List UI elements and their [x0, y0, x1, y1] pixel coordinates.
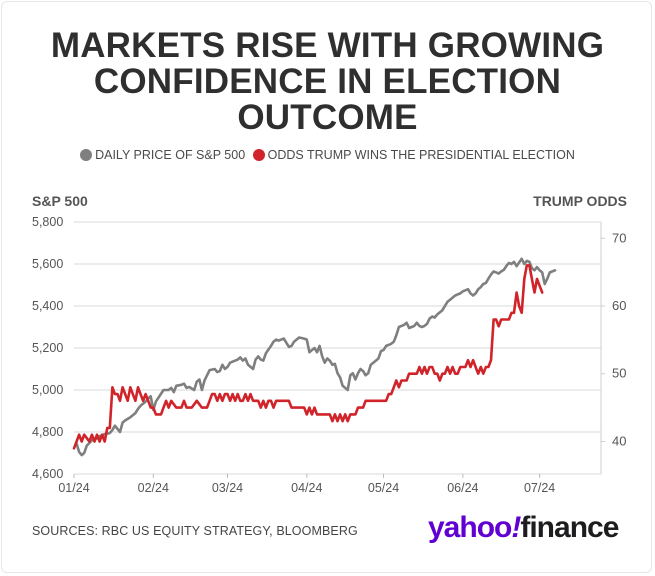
x-tick-label: 01/24 [58, 481, 89, 495]
sp500-series-line [75, 257, 557, 457]
legend-trump-label: ODDS TRUMP WINS THE PRESIDENTIAL ELECTIO… [267, 148, 575, 162]
logo-bang: ! [511, 511, 521, 544]
logo-finance: finance [520, 511, 619, 544]
left-tick-label: 5,400 [32, 299, 63, 313]
trump-odds-series-line [72, 264, 544, 450]
left-tick-label: 4,600 [32, 467, 63, 481]
legend-trump-dot-icon [252, 149, 265, 161]
legend: DAILY PRICE OF S&P 500 ODDS TRUMP WINS T… [0, 148, 655, 162]
left-tick-label: 5,200 [32, 341, 63, 355]
left-tick-label: 4,800 [32, 425, 63, 439]
right-tick-label: 70 [612, 230, 626, 245]
left-axis-title: S&P 500 [32, 193, 88, 209]
left-tick-label: 5,800 [32, 215, 63, 229]
right-tick-label: 50 [612, 366, 626, 381]
chart-title: MARKETS RISE WITH GROWING CONFIDENCE IN … [0, 28, 655, 136]
title-line-1: MARKETS RISE WITH GROWING [50, 26, 605, 65]
right-axis-title: TRUMP ODDS [533, 193, 627, 209]
x-tick-label: 04/24 [291, 481, 322, 495]
x-tick-label: 07/24 [524, 481, 555, 495]
legend-sp500-label: DAILY PRICE OF S&P 500 [95, 148, 246, 162]
source-note: SOURCES: RBC US EQUITY STRATEGY, BLOOMBE… [32, 524, 358, 538]
x-tick-label: 06/24 [447, 481, 478, 495]
left-tick-label: 5,000 [32, 383, 63, 397]
x-tick-label: 05/24 [368, 481, 399, 495]
x-tick-label: 03/24 [212, 481, 243, 495]
right-tick-label: 40 [612, 433, 626, 448]
left-tick-label: 5,600 [32, 257, 63, 271]
yahoo-finance-logo: yahoo!finance [428, 508, 619, 548]
right-tick-label: 60 [612, 298, 626, 313]
title-line-2: CONFIDENCE IN ELECTION [93, 62, 562, 101]
x-tick-label: 02/24 [138, 481, 169, 495]
legend-item-sp500: DAILY PRICE OF S&P 500 [80, 148, 245, 162]
logo-yahoo: yahoo [428, 511, 512, 544]
title-line-3: OUTCOME [237, 98, 418, 137]
legend-sp500-dot-icon [80, 149, 93, 161]
legend-item-trump-odds: ODDS TRUMP WINS THE PRESIDENTIAL ELECTIO… [252, 148, 575, 162]
